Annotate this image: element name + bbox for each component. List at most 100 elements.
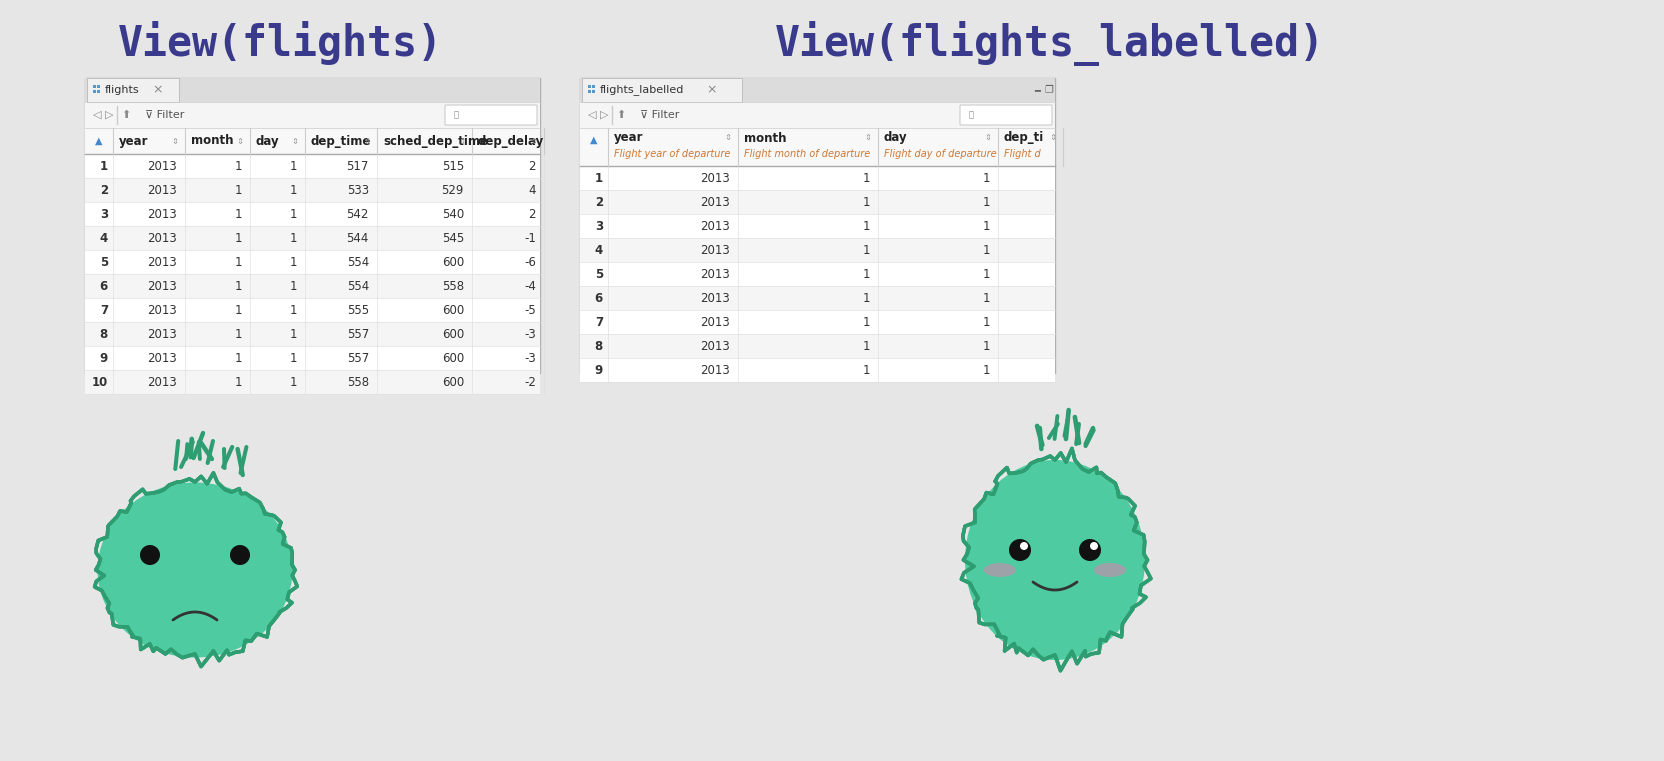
- Text: 1: 1: [235, 327, 241, 340]
- FancyBboxPatch shape: [85, 154, 539, 178]
- Ellipse shape: [965, 460, 1145, 660]
- Text: 2013: 2013: [701, 268, 729, 281]
- Text: 557: 557: [346, 352, 369, 365]
- FancyBboxPatch shape: [587, 85, 591, 88]
- Text: day: day: [884, 132, 907, 145]
- Text: 558: 558: [346, 375, 369, 389]
- Text: ⇕: ⇕: [171, 136, 178, 145]
- Text: 1: 1: [235, 256, 241, 269]
- Text: 2: 2: [527, 208, 536, 221]
- Ellipse shape: [983, 563, 1015, 577]
- FancyBboxPatch shape: [579, 238, 1055, 262]
- Text: 1: 1: [290, 304, 296, 317]
- Text: ⬆: ⬆: [121, 110, 130, 120]
- FancyBboxPatch shape: [85, 226, 539, 250]
- FancyBboxPatch shape: [85, 322, 539, 346]
- Text: ×: ×: [706, 84, 716, 97]
- Text: 6: 6: [594, 291, 602, 304]
- Text: 1: 1: [290, 256, 296, 269]
- FancyBboxPatch shape: [579, 310, 1055, 334]
- Text: 2013: 2013: [701, 219, 729, 233]
- Text: 1: 1: [290, 160, 296, 173]
- Text: 542: 542: [346, 208, 369, 221]
- Text: 10: 10: [92, 375, 108, 389]
- Text: 1: 1: [290, 375, 296, 389]
- Text: 4: 4: [527, 183, 536, 196]
- Text: View(flights): View(flights): [118, 21, 443, 65]
- Text: -3: -3: [524, 352, 536, 365]
- FancyBboxPatch shape: [592, 90, 594, 93]
- FancyBboxPatch shape: [579, 166, 1055, 190]
- Text: 1: 1: [982, 291, 990, 304]
- Text: 2013: 2013: [146, 375, 176, 389]
- Text: ▲: ▲: [95, 136, 103, 146]
- Text: 1: 1: [982, 219, 990, 233]
- Text: ▷: ▷: [105, 110, 113, 120]
- Text: -5: -5: [524, 304, 536, 317]
- Text: month: month: [191, 135, 233, 148]
- FancyBboxPatch shape: [960, 105, 1052, 125]
- Text: 1: 1: [290, 231, 296, 244]
- FancyBboxPatch shape: [587, 90, 591, 93]
- Text: 600: 600: [441, 375, 464, 389]
- Text: 2013: 2013: [701, 339, 729, 352]
- Text: 1: 1: [982, 244, 990, 256]
- Text: 7: 7: [594, 316, 602, 329]
- Text: 545: 545: [441, 231, 464, 244]
- FancyBboxPatch shape: [87, 78, 180, 102]
- Text: 1: 1: [862, 364, 870, 377]
- FancyBboxPatch shape: [85, 250, 539, 274]
- Text: 2: 2: [100, 183, 108, 196]
- FancyBboxPatch shape: [579, 286, 1055, 310]
- Text: 2013: 2013: [146, 304, 176, 317]
- Text: 1: 1: [100, 160, 108, 173]
- Text: day: day: [256, 135, 280, 148]
- Text: 4: 4: [100, 231, 108, 244]
- Text: 1: 1: [235, 304, 241, 317]
- Circle shape: [1078, 539, 1100, 561]
- FancyBboxPatch shape: [85, 370, 539, 394]
- FancyBboxPatch shape: [85, 298, 539, 322]
- Text: 554: 554: [346, 256, 369, 269]
- Text: -6: -6: [524, 256, 536, 269]
- FancyBboxPatch shape: [579, 334, 1055, 358]
- Text: -2: -2: [524, 375, 536, 389]
- Text: 1: 1: [235, 208, 241, 221]
- Text: 9: 9: [594, 364, 602, 377]
- Text: 1: 1: [982, 171, 990, 184]
- Text: ⇕: ⇕: [291, 136, 298, 145]
- Text: 1: 1: [235, 183, 241, 196]
- Text: dep_delay: dep_delay: [478, 135, 544, 148]
- Text: ▲: ▲: [591, 135, 597, 145]
- Text: 2: 2: [527, 160, 536, 173]
- Text: 1: 1: [862, 339, 870, 352]
- Text: 2013: 2013: [701, 316, 729, 329]
- Text: ▷: ▷: [599, 110, 607, 120]
- Text: dep_time: dep_time: [311, 135, 371, 148]
- Text: 2013: 2013: [701, 244, 729, 256]
- Text: 600: 600: [441, 304, 464, 317]
- FancyBboxPatch shape: [579, 78, 1055, 373]
- Text: 558: 558: [441, 279, 464, 292]
- Text: 2013: 2013: [146, 279, 176, 292]
- Text: flights: flights: [105, 85, 140, 95]
- Text: 1: 1: [290, 352, 296, 365]
- Text: 1: 1: [290, 208, 296, 221]
- Text: 600: 600: [441, 327, 464, 340]
- Ellipse shape: [98, 482, 293, 658]
- Text: 1: 1: [290, 327, 296, 340]
- Text: dep_ti: dep_ti: [1003, 132, 1043, 145]
- Text: 3: 3: [594, 219, 602, 233]
- Text: ⊽ Filter: ⊽ Filter: [145, 110, 185, 120]
- Text: year: year: [118, 135, 148, 148]
- Text: 🔍: 🔍: [454, 110, 459, 119]
- FancyBboxPatch shape: [579, 214, 1055, 238]
- Text: ━: ━: [1033, 85, 1040, 95]
- Text: 554: 554: [346, 279, 369, 292]
- FancyBboxPatch shape: [85, 102, 539, 128]
- Text: 2013: 2013: [146, 160, 176, 173]
- Text: 5: 5: [100, 256, 108, 269]
- Text: 2013: 2013: [701, 364, 729, 377]
- Text: View(flights_labelled): View(flights_labelled): [774, 21, 1325, 65]
- Text: Flight d: Flight d: [1003, 149, 1040, 159]
